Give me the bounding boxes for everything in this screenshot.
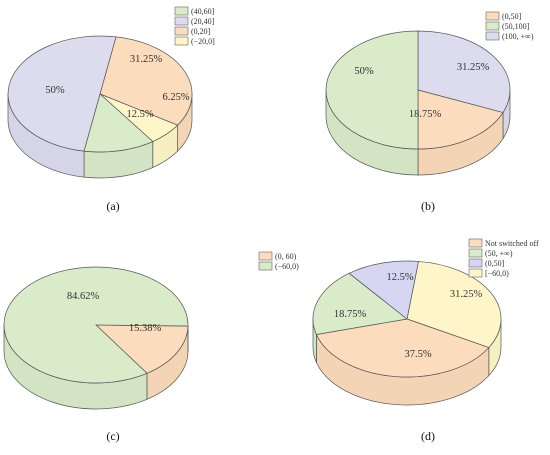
panel-label-c: (c) [106, 429, 119, 443]
legend-swatch-d-3 [468, 268, 483, 278]
panel-label-a: (a) [106, 199, 119, 213]
legend-item-b-0: (0,50] [502, 12, 522, 21]
legend-item-a-1: (20,40] [191, 17, 215, 26]
pie-slice-c-1 [3, 266, 189, 384]
slice-label-b-2: 50% [354, 66, 374, 77]
slice-label-d-1: 37.5% [404, 349, 431, 360]
slice-label-d-0: 31.25% [450, 289, 483, 300]
slice-label-a-3: 6.25% [162, 92, 189, 103]
legend-swatch-b-1 [485, 21, 500, 31]
legend-item-d-1: (50, +∞) [485, 249, 513, 258]
legend-swatch-c-0 [258, 251, 273, 261]
legend-item-b-1: (50,100] [502, 22, 530, 31]
pie-slice-b-0 [417, 30, 511, 113]
slice-label-a-0: 31.25% [130, 54, 163, 65]
pie-chart-a: 31.25% 50% 12.5% 6.25% (40,60](20,40](0,20](… [7, 6, 215, 179]
slice-label-d-2: 18.75% [334, 309, 367, 320]
pie-chart-d: 31.25% 37.5% 18.75% 12.5% Not switched off(5… [312, 238, 539, 406]
slice-label-a-1: 50% [45, 85, 65, 96]
legend-item-c-1: (−60,0) [275, 262, 299, 271]
pie-slice-c-0 [95, 324, 189, 374]
panel-label-b: (b) [421, 199, 435, 213]
slice-label-c-0: 15.38% [129, 323, 162, 334]
slice-label-a-2: 12.5% [126, 109, 153, 120]
pie-slice-d-0 [406, 261, 502, 348]
legend-swatch-a-0 [174, 6, 189, 16]
legend-swatch-d-1 [468, 248, 483, 258]
legend-item-a-3: (−20,0] [191, 37, 215, 46]
slice-label-b-1: 18.75% [409, 109, 442, 120]
pie-slice-b-2 [325, 30, 419, 150]
legend-swatch-c-1 [258, 261, 273, 271]
pie-slice-d-2 [312, 272, 408, 335]
legend-item-a-2: (0,20] [191, 27, 211, 36]
legend-swatch-a-1 [174, 16, 189, 26]
slice-label-c-1: 84.62% [67, 291, 100, 302]
legend-item-d-3: [−60,0) [485, 269, 509, 278]
legend-swatch-d-2 [468, 258, 483, 268]
legend-swatch-d-0 [468, 238, 483, 248]
slice-label-d-3: 12.5% [386, 272, 413, 283]
slice-label-b-0: 31.25% [457, 62, 490, 73]
pie-slice-a-1 [7, 35, 117, 152]
pie-slice-b-1 [417, 89, 504, 150]
legend-swatch-a-3 [174, 36, 189, 46]
legend-item-c-0: (0, 60) [275, 252, 297, 261]
legend-item-d-2: (0,50] [485, 259, 505, 268]
legend-swatch-a-2 [174, 26, 189, 36]
pie-chart-b: 31.25% 18.75% 50% (0,50](50,100](100, +∞) [325, 11, 534, 176]
panel-label-d: (d) [421, 429, 435, 443]
legend-item-d-0: Not switched off [485, 239, 539, 248]
legend-swatch-b-2 [485, 31, 500, 41]
pie-slice-d-1 [315, 318, 490, 378]
pie-slice-a-2 [83, 93, 154, 153]
pie-slice-d-3 [348, 260, 419, 320]
legend-swatch-b-0 [485, 11, 500, 21]
legend-item-a-0: (40,60] [191, 7, 215, 16]
pie-chart-c: 15.38% 84.62% (0, 60)(−60,0) [3, 251, 299, 410]
legend-item-b-2: (100, +∞) [502, 32, 534, 41]
